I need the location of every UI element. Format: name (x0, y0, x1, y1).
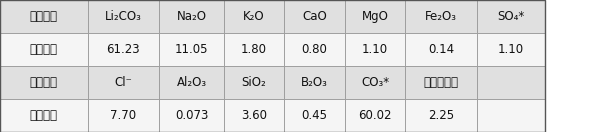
Bar (159, 66, 224, 99)
Text: 1.10: 1.10 (497, 43, 524, 56)
Bar (345, 66, 405, 99)
Text: MgO: MgO (362, 10, 388, 23)
Bar (0, 0, 88, 33)
Text: K₂O: K₂O (243, 10, 265, 23)
Text: 分析项目: 分析项目 (30, 76, 58, 89)
Bar (284, 99, 345, 132)
Bar (224, 99, 284, 132)
Text: Fe₂O₃: Fe₂O₃ (425, 10, 457, 23)
Text: 分析项目: 分析项目 (30, 10, 58, 23)
Bar (88, 33, 159, 66)
Bar (284, 0, 345, 33)
Text: 61.23: 61.23 (106, 43, 140, 56)
Bar (88, 0, 159, 33)
Text: 0.45: 0.45 (302, 109, 327, 122)
Bar (224, 0, 284, 33)
Bar (0, 33, 88, 66)
Text: CO₃*: CO₃* (361, 76, 389, 89)
Bar (345, 99, 405, 132)
Text: 盐酸不溢物: 盐酸不溢物 (424, 76, 459, 89)
Text: 2.25: 2.25 (428, 109, 454, 122)
Bar (477, 66, 544, 99)
Text: 0.14: 0.14 (428, 43, 454, 56)
Bar (405, 33, 477, 66)
Bar (477, 33, 544, 66)
Text: 1.80: 1.80 (241, 43, 267, 56)
Bar (345, 0, 405, 33)
Bar (159, 99, 224, 132)
Bar (284, 66, 345, 99)
Text: 7.70: 7.70 (110, 109, 137, 122)
Bar (284, 33, 345, 66)
Text: 11.05: 11.05 (175, 43, 208, 56)
Bar (345, 33, 405, 66)
Bar (224, 66, 284, 99)
Text: SiO₂: SiO₂ (242, 76, 266, 89)
Bar (88, 66, 159, 99)
Bar (159, 0, 224, 33)
Text: Cl⁻: Cl⁻ (114, 76, 132, 89)
Bar (477, 99, 544, 132)
Text: 检测结果: 检测结果 (30, 43, 58, 56)
Bar (224, 33, 284, 66)
Text: SO₄*: SO₄* (497, 10, 525, 23)
Bar (88, 99, 159, 132)
Bar (405, 0, 477, 33)
Bar (405, 99, 477, 132)
Text: 60.02: 60.02 (358, 109, 392, 122)
Text: 3.60: 3.60 (241, 109, 267, 122)
Text: 1.10: 1.10 (362, 43, 388, 56)
Bar (405, 66, 477, 99)
Text: 检测结果: 检测结果 (30, 109, 58, 122)
Bar (0, 99, 88, 132)
Bar (477, 0, 544, 33)
Bar (0, 66, 88, 99)
Text: 0.073: 0.073 (175, 109, 208, 122)
Text: 0.80: 0.80 (302, 43, 327, 56)
Text: B₂O₃: B₂O₃ (301, 76, 328, 89)
Text: CaO: CaO (302, 10, 327, 23)
Text: Na₂O: Na₂O (177, 10, 206, 23)
Bar (159, 33, 224, 66)
Text: Al₂O₃: Al₂O₃ (177, 76, 206, 89)
Bar (0, 0, 544, 132)
Text: Li₂CO₃: Li₂CO₃ (105, 10, 142, 23)
